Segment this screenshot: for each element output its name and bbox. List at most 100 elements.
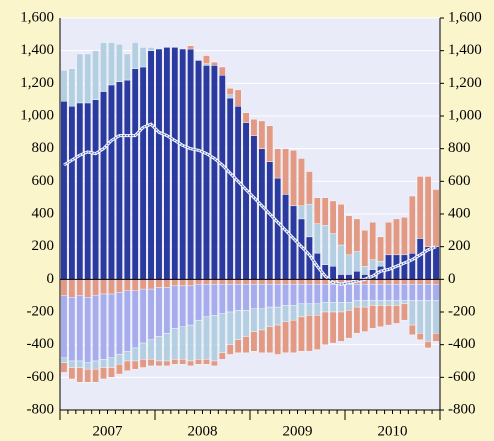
bar-segment — [266, 161, 274, 280]
bar-segment — [187, 279, 194, 287]
bar-segment — [179, 285, 187, 327]
bar-segment — [92, 368, 99, 383]
bar-segment — [108, 84, 115, 280]
bar-segment — [266, 326, 274, 354]
bar-segment — [274, 177, 282, 280]
y2-tick-label: 600 — [448, 173, 471, 189]
bar-segment — [242, 336, 250, 354]
bar-segment — [337, 311, 345, 342]
bar-segment — [298, 158, 305, 207]
bar-segment — [313, 315, 321, 350]
bar-segment — [147, 50, 155, 280]
y-tick-label: -600 — [27, 369, 55, 385]
bar-segment — [337, 274, 345, 280]
x-tick-label: 2008 — [188, 423, 218, 439]
bar-segment — [139, 288, 147, 344]
bar-segment — [84, 368, 92, 383]
bar-segment — [60, 101, 68, 280]
bar-segment — [195, 284, 202, 321]
bar-segment — [92, 50, 99, 100]
bar-segment — [377, 300, 384, 306]
y2-tick-label: 1,000 — [448, 107, 482, 123]
bar-segment — [60, 70, 68, 102]
bar-segment — [250, 331, 258, 352]
bar-segment — [139, 359, 147, 368]
bar-segment — [195, 279, 202, 285]
bar-segment — [369, 279, 377, 285]
bar-segment — [211, 284, 218, 316]
bar-segment — [179, 359, 187, 365]
bar-segment — [195, 60, 202, 280]
bar-segment — [282, 284, 289, 306]
bar-segment — [123, 279, 131, 291]
x-tick-label: 2010 — [378, 423, 408, 439]
bar-segment — [187, 45, 194, 50]
bar-segment — [123, 351, 131, 362]
bar-segment — [321, 279, 329, 285]
bar-segment — [353, 300, 361, 308]
bar-segment — [84, 102, 92, 280]
bar-segment — [226, 97, 234, 280]
bar-segment — [155, 279, 163, 288]
bar-segment — [123, 290, 131, 352]
bar-segment — [203, 279, 210, 285]
bar-segment — [258, 279, 266, 285]
bar-segment — [369, 284, 377, 301]
bar-segment — [242, 112, 250, 123]
bar-segment — [92, 279, 99, 296]
bar-segment — [337, 244, 345, 275]
bar-segment — [218, 279, 226, 285]
bar-segment — [361, 266, 369, 275]
bar-segment — [131, 68, 139, 280]
bar-segment — [155, 336, 163, 362]
bar-segment — [147, 339, 155, 360]
bar-segment — [258, 120, 266, 149]
bar-segment — [416, 300, 424, 334]
bar-segment — [329, 284, 337, 303]
bar-segment — [290, 284, 297, 306]
bar-segment — [171, 47, 179, 280]
y2-tick-label: 0 — [448, 271, 456, 287]
bar-segment — [282, 194, 289, 280]
bar-segment — [393, 305, 400, 324]
bar-segment — [377, 279, 384, 285]
bar-segment — [84, 53, 92, 104]
bar-segment — [100, 359, 107, 368]
bar-segment — [250, 308, 258, 332]
bar-segment — [377, 261, 384, 267]
bar-segment — [337, 302, 345, 313]
bar-segment — [401, 284, 408, 301]
bar-segment — [250, 279, 258, 285]
bar-segment — [274, 324, 282, 355]
bar-segment — [187, 324, 194, 362]
bar-segment — [361, 306, 369, 332]
bar-segment — [147, 47, 155, 51]
bar-segment — [385, 284, 392, 301]
bar-segment — [68, 360, 76, 368]
bar-segment — [369, 305, 377, 329]
bar-segment — [155, 48, 163, 280]
y-tick-label: -200 — [27, 303, 55, 319]
bar-segment — [179, 48, 187, 280]
bar-segment — [329, 266, 337, 280]
bar-segment — [274, 279, 282, 285]
bar-segment — [84, 279, 92, 298]
bar-segment — [321, 302, 329, 313]
bar-segment — [250, 135, 258, 280]
bar-segment — [242, 284, 250, 311]
bar-segment — [171, 359, 179, 365]
bar-segment — [203, 63, 210, 66]
bar-segment — [258, 308, 266, 331]
bar-segment — [377, 236, 384, 262]
bar-segment — [393, 284, 400, 301]
bar-segment — [211, 360, 218, 367]
bar-segment — [131, 290, 139, 349]
bar-segment — [274, 148, 282, 179]
bar-segment — [408, 324, 416, 336]
bar-segment — [432, 279, 440, 285]
bar-segment — [345, 302, 353, 311]
bar-segment — [416, 279, 424, 285]
y2-tick-label: -600 — [448, 369, 476, 385]
bar-segment — [306, 279, 313, 285]
